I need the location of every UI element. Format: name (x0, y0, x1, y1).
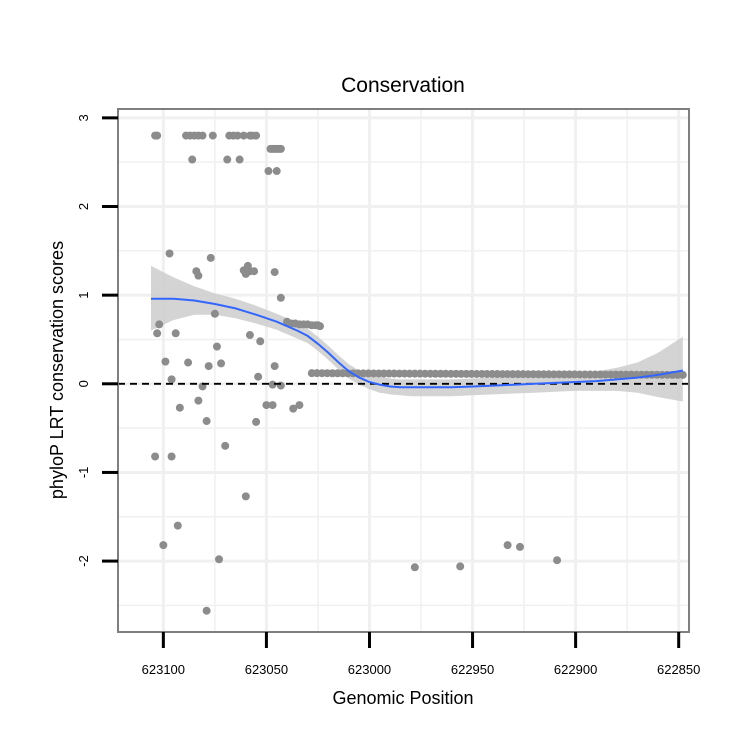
x-tick-label: 622950 (451, 662, 494, 677)
data-point (221, 441, 230, 450)
panel-border (117, 108, 690, 633)
data-point (173, 521, 182, 530)
data-point (194, 271, 203, 280)
data-point (252, 131, 261, 140)
y-axis-title: phyloP LRT conservation scores (47, 241, 67, 499)
data-point (272, 167, 281, 176)
data-point (268, 401, 277, 410)
data-point (276, 293, 285, 302)
x-axis-title: Genomic Position (332, 688, 473, 708)
data-point (235, 155, 244, 164)
x-tick-label: 622850 (657, 662, 700, 677)
data-point (515, 542, 524, 551)
data-point (155, 320, 164, 329)
data-point (245, 331, 254, 340)
data-point (410, 563, 419, 572)
data-point (264, 167, 273, 176)
smooth-line-layer (151, 297, 683, 389)
data-point (503, 541, 512, 550)
data-point (210, 309, 219, 318)
confidence-band (151, 265, 683, 402)
confidence-band-area (151, 265, 683, 402)
x-axis: 623100 623050 623000 622950 622900 622850 (142, 632, 700, 677)
data-point (167, 375, 176, 384)
data-point (153, 131, 162, 140)
y-tick-label: 2 (76, 203, 91, 210)
x-tick-label: 623050 (245, 662, 288, 677)
chart-title: Conservation (341, 74, 465, 97)
data-point (175, 403, 184, 412)
data-point (208, 131, 217, 140)
data-point (233, 131, 242, 140)
x-tick-label: 622900 (554, 662, 597, 677)
data-point (198, 131, 207, 140)
data-point (202, 417, 211, 426)
data-point (456, 562, 465, 571)
data-point (245, 267, 254, 276)
data-point (254, 372, 263, 381)
data-point (276, 144, 285, 153)
data-point (289, 404, 298, 413)
data-point (262, 401, 271, 410)
data-point (316, 322, 325, 331)
data-point (194, 396, 203, 405)
data-point (252, 417, 261, 426)
data-point (295, 401, 304, 410)
data-point (161, 357, 170, 366)
data-point (270, 268, 279, 277)
data-point (167, 452, 176, 461)
data-point (239, 131, 248, 140)
data-point (241, 492, 250, 501)
data-point (165, 249, 174, 258)
y-tick-label: 1 (76, 292, 91, 299)
data-point (202, 606, 211, 615)
smooth-line (151, 297, 683, 389)
data-point (184, 358, 193, 367)
data-point (276, 381, 285, 390)
y-tick-label: 3 (76, 114, 91, 121)
y-tick-label: -2 (76, 555, 91, 567)
data-point (256, 337, 265, 346)
data-point (159, 541, 168, 550)
x-tick-label: 623100 (142, 662, 185, 677)
data-point (223, 155, 232, 164)
data-point (268, 380, 277, 389)
data-point (553, 556, 562, 565)
data-point (188, 155, 197, 164)
data-point (678, 370, 687, 379)
y-tick-label: 0 (76, 380, 91, 387)
data-point (151, 452, 160, 461)
data-point (217, 359, 226, 368)
data-point (206, 253, 215, 262)
y-axis: -2 -1 0 1 2 3 (76, 114, 118, 567)
data-point (212, 342, 221, 351)
data-point (204, 362, 213, 371)
data-point (153, 329, 162, 338)
x-tick-label: 623000 (348, 662, 391, 677)
data-point (270, 362, 279, 371)
y-tick-label: -1 (76, 467, 91, 479)
data-point (215, 555, 224, 564)
data-point (171, 329, 180, 338)
